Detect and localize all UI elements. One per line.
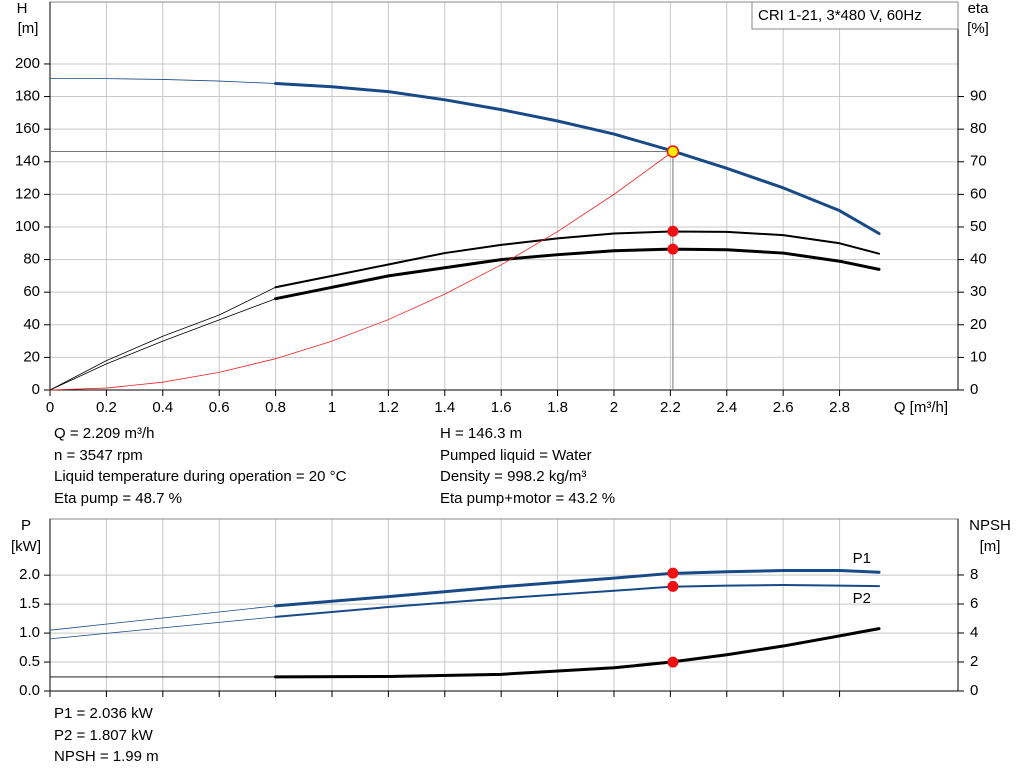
x-tick-label: 1.4 [434, 399, 455, 416]
curve [49, 286, 276, 391]
curve [49, 616, 276, 640]
y2-tick-label: 10 [970, 348, 987, 365]
series-label: P2 [853, 590, 871, 607]
operating-point [667, 580, 679, 592]
y-tick-label: 1.5 [19, 595, 40, 612]
y-tick-label: 100 [15, 218, 40, 235]
y-tick-label: 60 [23, 283, 40, 300]
y2-tick-label: 4 [970, 624, 978, 641]
operating-info-left: Q = 2.209 m³/h n = 3547 rpm Liquid tempe… [54, 423, 346, 509]
y2-tick-label: 6 [970, 595, 978, 612]
x-tick-label: 0.4 [152, 399, 173, 416]
y-tick-label: 20 [23, 348, 40, 365]
y-tick-label: 120 [15, 185, 40, 202]
x-tick-label: 2.6 [773, 399, 794, 416]
y2-tick-label: 40 [970, 251, 987, 268]
y2-tick-label: 70 [970, 153, 987, 170]
title-box [751, 1, 959, 30]
x-tick-label: 1.6 [491, 399, 512, 416]
power-info: P1 = 2.036 kW P2 = 1.807 kW NPSH = 1.99 … [54, 703, 159, 768]
plot-area [50, 2, 958, 390]
info-line: Pumped liquid = Water [440, 446, 592, 464]
y-tick-label: 0.0 [19, 682, 40, 699]
y2-axis-label: [%] [967, 20, 989, 37]
x-tick-label: 2.4 [716, 399, 737, 416]
y2-tick-label: 60 [970, 185, 987, 202]
y2-tick-label: 0 [970, 381, 978, 398]
y2-tick-label: 0 [970, 682, 978, 699]
x-axis-label: Q [m³/h] [894, 399, 948, 416]
y-axis-label: [kW] [11, 538, 41, 555]
y2-tick-label: 2 [970, 653, 978, 670]
chart-title: CRI 1-21, 3*480 V, 60Hz [758, 7, 922, 24]
curve [274, 247, 881, 301]
plot-area [50, 519, 958, 691]
x-tick-label: 0.8 [265, 399, 286, 416]
x-tick-label: 1 [328, 399, 336, 416]
operating-point [667, 656, 679, 668]
y2-tick-label: 50 [970, 218, 987, 235]
y-tick-label: 40 [23, 316, 40, 333]
y2-axis-label: eta [968, 0, 990, 17]
info-line: n = 3547 rpm [54, 446, 143, 464]
x-tick-label: 1.8 [547, 399, 568, 416]
y-tick-label: 200 [15, 55, 40, 72]
y-tick-label: 160 [15, 120, 40, 137]
info-line: Eta pump = 48.7 % [54, 489, 182, 507]
x-tick-label: 0.2 [96, 399, 117, 416]
info-line: P1 = 2.036 kW [54, 705, 153, 722]
y-axis-label: H [17, 0, 28, 17]
y-tick-label: 0.5 [19, 653, 40, 670]
info-line: H = 146.3 m [440, 425, 523, 442]
operating-point [666, 145, 680, 158]
info-line: P2 = 1.807 kW [54, 726, 153, 744]
y2-axis-label: [m] [980, 538, 1001, 555]
y-tick-label: 1.0 [19, 624, 40, 641]
x-tick-label: 0.6 [209, 399, 230, 416]
operating-point [667, 243, 679, 255]
info-line: Eta pump+motor = 43.2 % [440, 489, 616, 507]
y-tick-label: 180 [15, 88, 40, 105]
operating-point [667, 567, 679, 579]
info-line: Density = 998.2 kg/m³ [440, 468, 587, 485]
curve [49, 605, 276, 631]
x-tick-label: 1.2 [378, 399, 399, 416]
series-label: P1 [853, 550, 871, 567]
operating-info-right: H = 146.3 m Pumped liquid = Water Densit… [440, 423, 615, 509]
x-tick-label: 2.2 [660, 399, 681, 416]
y2-tick-label: 20 [970, 316, 987, 333]
y-tick-label: 80 [23, 251, 40, 268]
y2-tick-label: 90 [970, 88, 987, 105]
x-tick-label: 2.8 [829, 399, 850, 416]
info-line: NPSH = 1.99 m [54, 748, 159, 765]
y-axis-label: [m] [18, 20, 39, 37]
y-axis-label: P [21, 517, 31, 534]
curve [274, 230, 881, 289]
curve [274, 82, 881, 235]
y2-tick-label: 8 [970, 566, 978, 583]
curve [49, 78, 276, 84]
y2-tick-label: 80 [970, 120, 987, 137]
info-line: Liquid temperature during operation = 20… [54, 468, 347, 485]
curve [49, 298, 276, 391]
operating-point [667, 225, 679, 237]
y-tick-label: 0 [32, 381, 40, 398]
y-tick-label: 140 [15, 153, 40, 170]
x-tick-label: 0 [46, 399, 54, 416]
curve [49, 151, 674, 391]
y-tick-label: 2.0 [19, 566, 40, 583]
x-tick-label: 2 [610, 399, 618, 416]
info-line: Q = 2.209 m³/h [54, 425, 155, 442]
y2-tick-label: 30 [970, 283, 987, 300]
y2-axis-label: NPSH [969, 517, 1011, 534]
